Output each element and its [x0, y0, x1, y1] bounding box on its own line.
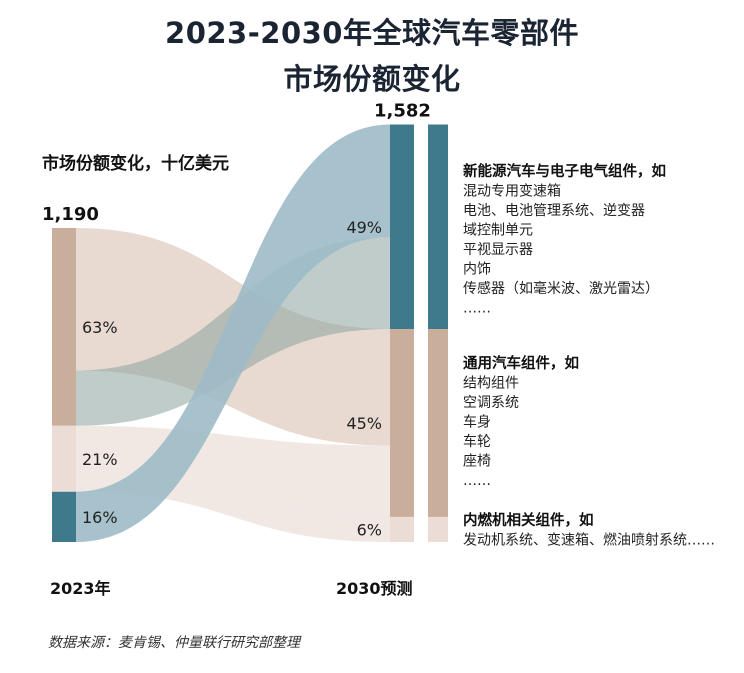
category-item-general: 空调系统: [463, 395, 519, 411]
category-item-ice: 发动机系统、变速箱、燃油喷射系统……: [463, 532, 715, 549]
chart-title-line1: 2023-2030年全球汽车零部件: [165, 16, 579, 50]
bar-2023-ev: [52, 491, 76, 542]
period-label-2030: 2030预测: [336, 579, 413, 598]
bar-2030-general: [390, 329, 414, 517]
total-2030: 1,582: [374, 101, 431, 122]
share-2030-ice: 6%: [357, 520, 382, 539]
share-2030-general: 45%: [346, 414, 382, 433]
source-note: 数据来源：麦肯锡、仲量联行研究部整理: [48, 635, 300, 651]
bar-2030-ev: [390, 124, 414, 330]
category-item-ev: 混动专用变速箱: [463, 184, 561, 200]
key-bar-ice: [428, 516, 448, 542]
share-2023-ice: 21%: [82, 450, 118, 469]
category-item-ev: 传感器（如毫米波、激光雷达）: [463, 280, 659, 297]
category-heading-general: 通用汽车组件，如: [463, 354, 579, 372]
category-item-general: 车轮: [463, 433, 491, 450]
key-bar-ev: [428, 124, 448, 330]
bar-2023-general: [52, 227, 76, 426]
share-2030-ev: 49%: [346, 218, 382, 237]
category-heading-ev: 新能源汽车与电子电气组件，如: [463, 162, 666, 180]
category-heading-ice: 内燃机相关组件，如: [463, 511, 594, 529]
bar-2023-ice: [52, 425, 76, 492]
category-item-general: 座椅: [463, 454, 491, 470]
key-bar-general: [428, 329, 448, 517]
category-item-general: 结构组件: [463, 376, 519, 392]
share-2023-ev: 16%: [82, 508, 118, 527]
bar-2030-ice: [390, 516, 414, 542]
category-item-general: ……: [463, 473, 491, 489]
category-item-ev: ……: [463, 301, 491, 317]
flow-ev-to-ev: [76, 124, 390, 543]
period-label-2023: 2023年: [50, 579, 111, 598]
category-item-general: 车身: [463, 414, 491, 431]
category-item-ev: 域控制单元: [463, 223, 533, 239]
category-item-ev: 平视显示器: [463, 242, 533, 258]
share-2023-general: 63%: [82, 318, 118, 337]
category-item-ev: 电池、电池管理系统、逆变器: [463, 203, 645, 219]
chart-title-line2: 市场份额变化: [283, 62, 461, 96]
category-item-ev: 内饰: [463, 262, 491, 278]
total-2023: 1,190: [42, 204, 99, 225]
flow-ice-to-general: [76, 425, 390, 517]
unit-label: 市场份额变化，十亿美元: [42, 153, 229, 174]
